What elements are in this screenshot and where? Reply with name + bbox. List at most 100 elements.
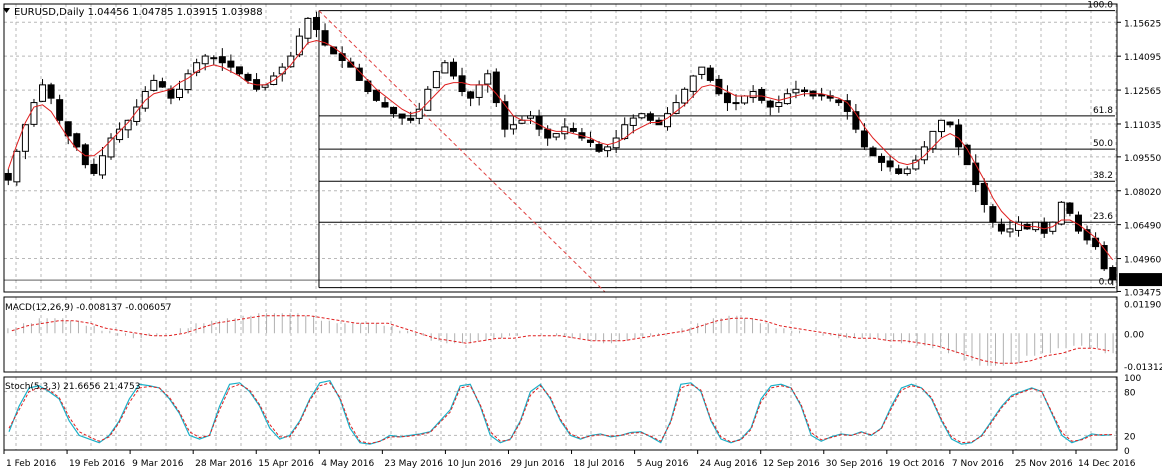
date-tick-label: 5 Aug 2016: [637, 459, 689, 469]
date-tick-label: 7 Nov 2016: [952, 459, 1004, 469]
candle-body: [492, 71, 500, 104]
candle-body: [723, 92, 731, 104]
stoch-signal-line: [8, 382, 1112, 444]
candle-body: [980, 182, 988, 205]
date-tick-label: 19 Feb 2016: [69, 459, 125, 469]
stoch-tick-label: 0: [1124, 447, 1130, 457]
date-tick-label: 15 Apr 2016: [258, 459, 314, 469]
fib-level-label: 61.8: [1093, 106, 1113, 116]
candle-body: [801, 89, 809, 93]
candle-body: [398, 113, 406, 119]
panel-frames: [3, 3, 1118, 451]
candle-body: [1015, 221, 1023, 231]
candle-body: [963, 144, 971, 166]
candle-body: [629, 117, 637, 126]
candle-body: [835, 99, 843, 104]
candle-body: [13, 150, 21, 183]
candle-body: [595, 144, 603, 152]
fib-level-label: 23.6: [1093, 212, 1113, 222]
candle-body: [47, 84, 55, 99]
candle-body: [946, 121, 954, 126]
candle-body: [561, 126, 569, 135]
candle-body: [775, 102, 783, 107]
candle-body: [860, 130, 868, 148]
candle-body: [1032, 221, 1040, 231]
candle-body: [4, 172, 12, 181]
candle-body: [689, 75, 697, 92]
grid: [4, 4, 1117, 450]
macd-tick-label: -0.013126: [1124, 363, 1162, 373]
candle-body: [869, 147, 877, 157]
candle-body: [73, 133, 81, 148]
macd-tick-label: 0.011907: [1124, 300, 1162, 310]
candle-body: [527, 115, 535, 119]
candle-body: [972, 162, 980, 186]
candle-body: [218, 56, 226, 64]
candle-body: [64, 121, 72, 137]
date-tick-label: 19 Oct 2016: [889, 459, 945, 469]
candle-body: [39, 84, 47, 102]
candle-body: [912, 159, 920, 170]
price-tick-label: 1.06490: [1124, 222, 1161, 232]
date-tick-label: 23 May 2016: [384, 459, 443, 469]
date-tick-label: 14 Dec 2016: [1078, 459, 1136, 469]
candlesticks: [4, 11, 1117, 286]
date-tick-label: 29 Jun 2016: [510, 459, 564, 469]
candle-body: [415, 108, 423, 119]
price-tick-label: 1.04960: [1124, 256, 1161, 266]
candle-body: [90, 163, 98, 174]
candle-body: [381, 102, 389, 108]
candle-body: [509, 124, 517, 130]
candle-body: [749, 91, 757, 99]
candle-body: [167, 88, 175, 99]
stoch-main-line: [8, 379, 1113, 445]
candle-body: [586, 139, 594, 143]
candle-body: [955, 124, 963, 148]
fib-level-label: 0.0: [1099, 278, 1114, 288]
stoch-label: Stoch(5,3,3) 21.6656 21.4753: [5, 382, 140, 392]
panel-frame: [3, 296, 1118, 373]
dropdown-arrow-icon[interactable]: [3, 8, 10, 13]
candle-body: [1057, 201, 1065, 225]
candle-body: [484, 73, 492, 85]
candle-body: [878, 155, 886, 163]
date-tick-label: 4 May 2016: [321, 459, 374, 469]
current-price-label: 1.03988: [1121, 276, 1158, 286]
date-tick-label: 30 Sep 2016: [826, 459, 883, 469]
candle-body: [895, 168, 903, 174]
candle-body: [193, 62, 201, 73]
price-tick-label: 1.14095: [1124, 53, 1161, 63]
candle-body: [338, 53, 346, 61]
moving-average-line: [7, 40, 1114, 261]
candle-body: [741, 95, 749, 104]
chart-title: EURUSD,Daily 1.04456 1.04785 1.03915 1.0…: [14, 7, 263, 18]
candle-body: [706, 67, 714, 81]
price-tick-label: 1.08020: [1124, 188, 1161, 198]
candle-body: [698, 66, 706, 75]
candle-body: [407, 117, 415, 121]
candle-body: [766, 100, 774, 108]
candle-body: [818, 93, 826, 97]
candle-body: [937, 119, 945, 133]
candle-body: [852, 111, 860, 130]
candle-body: [732, 102, 740, 105]
fib-level-label: 50.0: [1093, 139, 1113, 149]
candle-body: [535, 115, 543, 130]
candle-body: [449, 61, 457, 77]
candle-body: [372, 89, 380, 101]
price-tick-label: 1.15625: [1124, 19, 1161, 29]
stochastic-indicator: [4, 379, 1117, 445]
macd-label: MACD(12,26,9) -0.008137 -0.006057: [5, 303, 171, 313]
date-tick-label: 12 Sep 2016: [763, 459, 820, 469]
candle-body: [201, 55, 209, 65]
candle-body: [176, 88, 184, 99]
panel-frame: [3, 3, 1118, 293]
candle-body: [321, 30, 329, 46]
candle-body: [235, 66, 243, 75]
candle-body: [681, 88, 689, 104]
candle-body: [758, 88, 766, 101]
stoch-tick-label: 100: [1124, 374, 1141, 384]
candle-body: [278, 66, 286, 75]
price-tick-label: 1.12565: [1124, 87, 1161, 97]
